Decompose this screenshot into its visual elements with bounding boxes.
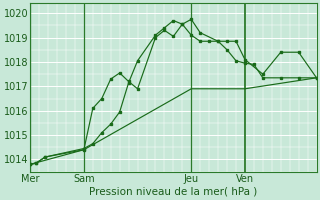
X-axis label: Pression niveau de la mer( hPa ): Pression niveau de la mer( hPa )	[89, 187, 258, 197]
